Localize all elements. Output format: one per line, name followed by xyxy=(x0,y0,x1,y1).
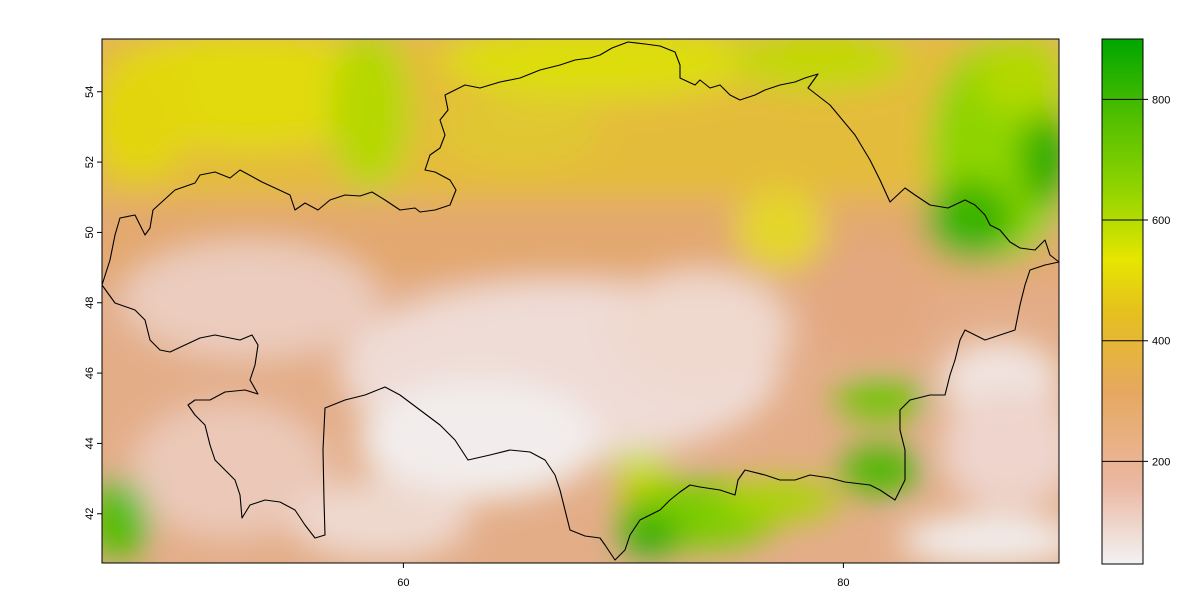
y-axis: 42 44 46 48 50 52 54 xyxy=(84,86,102,520)
legend-tick-label: 200 xyxy=(1152,456,1170,468)
y-tick-label: 46 xyxy=(84,367,96,379)
colorbar-legend: 200 400 600 800 xyxy=(1101,38,1170,565)
y-tick-label: 48 xyxy=(84,297,96,309)
legend-tick-label: 400 xyxy=(1152,336,1170,348)
colorbar-gradient xyxy=(1102,39,1143,564)
y-tick-label: 50 xyxy=(84,226,96,238)
plot-frame xyxy=(101,38,1060,564)
raster-field xyxy=(102,39,1059,563)
x-tick-label: 80 xyxy=(837,577,849,589)
y-tick-label: 42 xyxy=(84,508,96,520)
y-tick-label: 52 xyxy=(84,156,96,168)
legend-tick-label: 800 xyxy=(1152,94,1170,106)
colorbar-frame xyxy=(1101,38,1144,565)
y-tick-label: 44 xyxy=(84,437,96,449)
legend-tick-label: 600 xyxy=(1152,215,1170,227)
country-border xyxy=(101,41,1060,561)
x-tick-label: 60 xyxy=(397,577,409,589)
x-axis: 60 80 xyxy=(397,563,850,589)
y-tick-label: 54 xyxy=(84,86,96,98)
